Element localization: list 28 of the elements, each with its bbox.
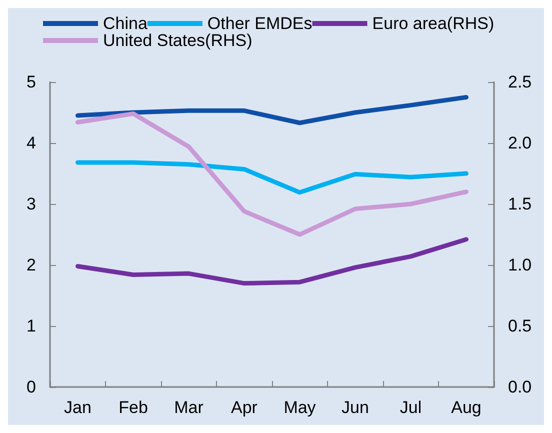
legend-label: Euro area(RHS) (372, 14, 494, 33)
x-tick-label: Jun (342, 398, 369, 417)
y-tick-label: 5 (26, 72, 36, 92)
legend-label: United States(RHS) (103, 31, 252, 50)
x-tick-label: Aug (451, 398, 482, 417)
line-series (76, 237, 468, 286)
y-tick-label: 4 (26, 134, 36, 152)
x-tick-label: Apr (231, 398, 258, 417)
x-tick-label: Feb (118, 398, 148, 417)
y-tick-label: 2 (26, 256, 36, 274)
y2-tick-label: 2.5 (508, 72, 532, 92)
x-tick-label: Jan (64, 398, 92, 417)
y2-tick-label: 2.0 (508, 134, 532, 152)
line-series (76, 111, 468, 237)
x-tick-label: Mar (174, 398, 204, 417)
y2-tick-label: 1.0 (508, 256, 532, 274)
y2-tick-label: 0.0 (508, 378, 532, 396)
y2-tick-label: 1.5 (508, 194, 532, 214)
x-tick-label: Jul (400, 398, 422, 417)
line-series (76, 160, 468, 195)
y-tick-label: 3 (26, 194, 36, 214)
y2-tick-label: 0.5 (508, 316, 532, 336)
y-tick-label: 1 (26, 316, 36, 336)
x-tick-label: May (284, 398, 316, 417)
y-tick-label: 0 (26, 378, 36, 396)
legend-label: China (103, 14, 148, 33)
legend-label: Other EMDEs (207, 14, 312, 33)
line-series (76, 95, 468, 126)
